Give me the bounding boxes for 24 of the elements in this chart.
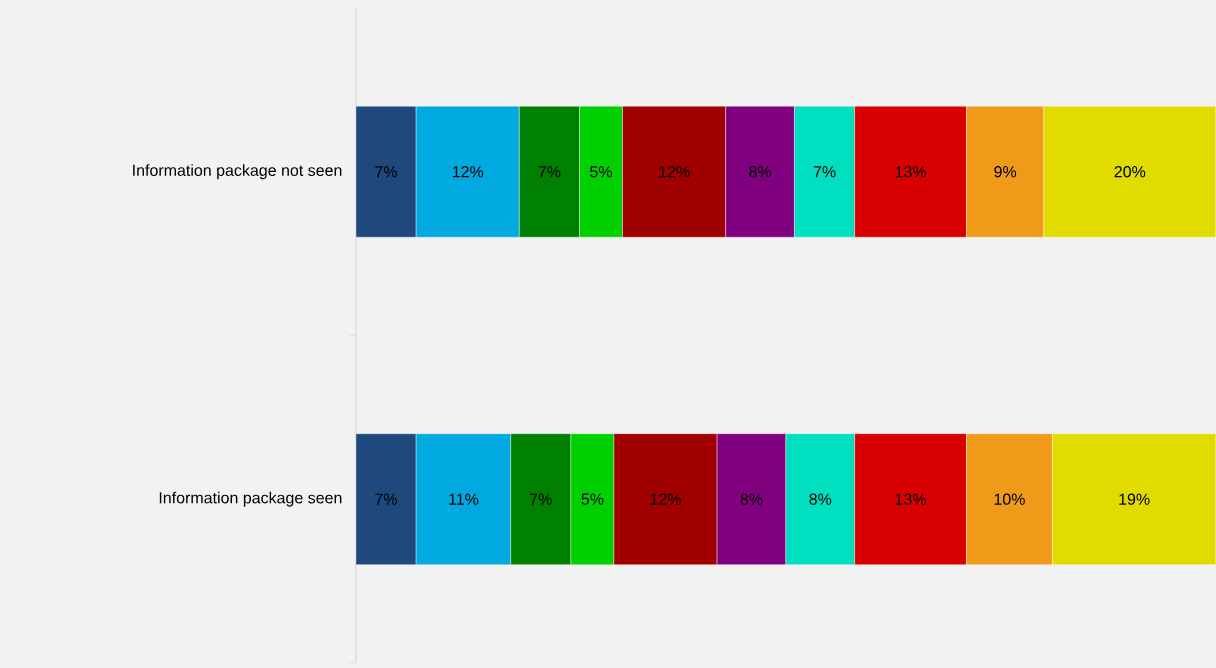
data-label: 5% [590,166,612,178]
data-label: 7% [530,493,552,505]
data-label: 20% [1114,166,1146,178]
data-label: 12% [452,166,484,178]
data-label: 8% [809,493,832,505]
bar [1043,106,1216,238]
data-label: 8% [740,493,763,505]
data-label: 11% [449,493,479,505]
data-label: 9% [994,166,1017,178]
data-label: 7% [538,166,561,178]
data-label: 7% [813,166,836,178]
data-label: 13% [895,493,926,505]
data-label: 12% [659,166,690,178]
data-label: 7% [375,493,398,505]
y-tick-label: Information package seen [159,491,342,507]
data-label: 12% [650,493,681,505]
data-label: 7% [375,166,398,178]
data-label: 5% [581,493,604,505]
data-label: 19% [1119,493,1150,505]
data-label: 10% [994,493,1025,505]
bar [1052,433,1216,565]
y-tick-label: Information package not seen [133,164,342,180]
data-label: 8% [749,166,772,178]
data-label: 13% [895,166,926,178]
